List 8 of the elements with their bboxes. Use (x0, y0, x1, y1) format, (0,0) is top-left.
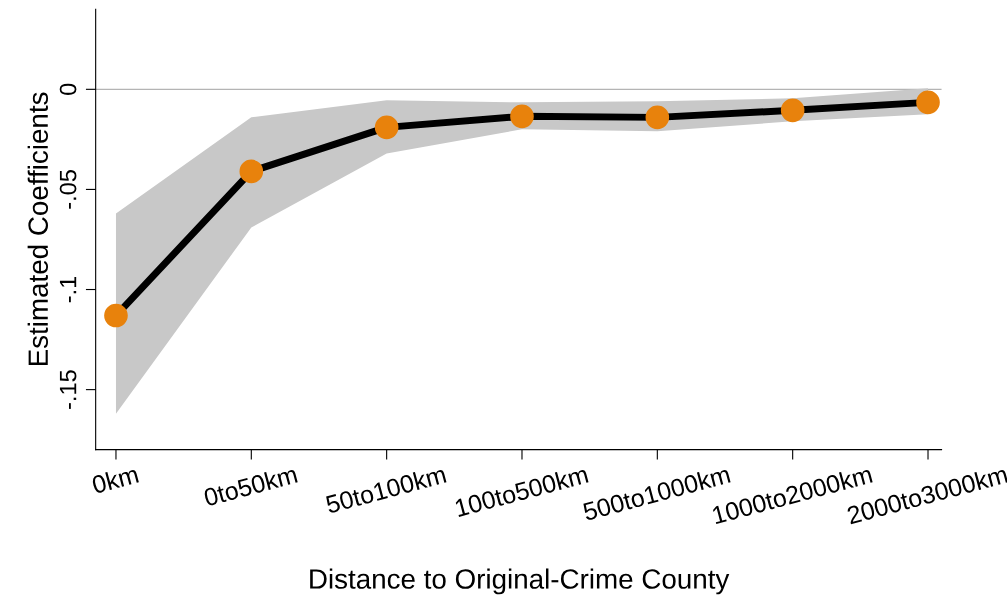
y-tick-label: -.1 (59, 276, 77, 303)
x-axis-title: Distance to Original-Crime County (310, 568, 730, 595)
y-tick-label: 0 (59, 83, 77, 95)
x-tick-label: 0to50km (202, 464, 298, 507)
y-axis-title: Estimated Coefficients (27, 92, 49, 366)
y-tick-label: -.05 (59, 170, 77, 209)
y-tick-label: -.15 (59, 370, 77, 409)
x-tick-label: 0km (91, 464, 139, 494)
